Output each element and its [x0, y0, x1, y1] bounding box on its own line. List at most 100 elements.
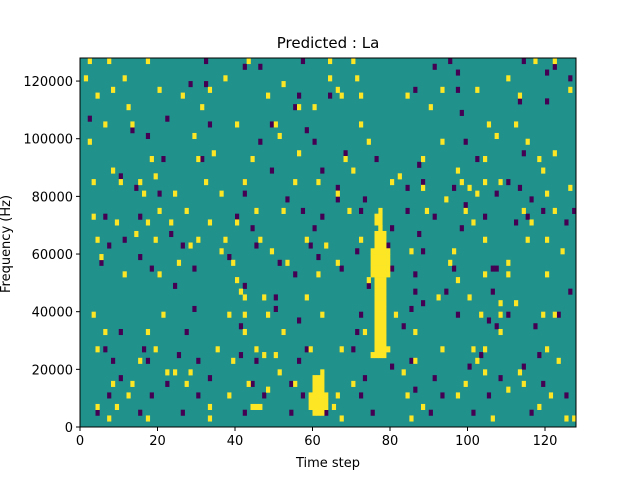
- heatmap-cell-high: [335, 190, 340, 197]
- x-tick-label: 20: [149, 434, 166, 449]
- heatmap-cell-high: [483, 369, 488, 376]
- heatmap-cell-low: [273, 305, 278, 312]
- heatmap-cell-high: [153, 346, 158, 353]
- heatmap-cell-high: [324, 242, 329, 249]
- heatmap-cell-high: [374, 311, 379, 318]
- heatmap-cell-high: [262, 294, 267, 301]
- heatmap-cell-high: [552, 58, 557, 65]
- heatmap-cell-low: [556, 311, 561, 318]
- heatmap-cell-high: [378, 340, 383, 347]
- heatmap-cell-high: [545, 346, 550, 353]
- heatmap-cell-high: [386, 254, 391, 261]
- heatmap-cell-high: [390, 179, 395, 186]
- heatmap-cell-high: [421, 184, 426, 191]
- heatmap-cell-high: [111, 380, 116, 387]
- heatmap-cell-low: [107, 392, 112, 399]
- heatmap-cell-high: [312, 375, 317, 382]
- heatmap-cell-high: [207, 403, 213, 411]
- heatmap-cell-high: [126, 104, 131, 111]
- heatmap-cell-low: [335, 184, 340, 191]
- heatmap-cell-high: [254, 207, 259, 214]
- heatmap-cell-high: [382, 328, 387, 336]
- heatmap-cell-high: [545, 236, 550, 243]
- heatmap-cell-high: [235, 277, 240, 284]
- heatmap-cell-low: [297, 317, 302, 324]
- heatmap-cell-high: [316, 271, 321, 278]
- heatmap-cell-high: [134, 230, 139, 238]
- heatmap-cell-high: [95, 236, 100, 243]
- heatmap-cell-low: [506, 179, 511, 186]
- heatmap-cell-low: [494, 265, 499, 272]
- heatmap-cell-low: [300, 58, 306, 65]
- heatmap-cell-high: [343, 156, 348, 163]
- heatmap-cell-high: [541, 311, 546, 318]
- heatmap-cell-low: [529, 196, 534, 203]
- heatmap-cell-high: [359, 121, 364, 128]
- heatmap-cell-high: [103, 121, 108, 128]
- heatmap-cell-high: [285, 259, 290, 266]
- heatmap-cell-high: [498, 300, 503, 307]
- heatmap-cell-high: [428, 104, 433, 111]
- heatmap-cell-low: [455, 311, 461, 318]
- heatmap-cell-high: [254, 346, 259, 353]
- heatmap-cell-low: [196, 357, 201, 364]
- heatmap-cell-low: [521, 58, 526, 65]
- heatmap-cell-low: [421, 179, 426, 186]
- heatmap-cell-low: [227, 254, 232, 261]
- heatmap-cell-high: [207, 86, 213, 93]
- heatmap-cell-high: [382, 271, 387, 278]
- heatmap-cell-low: [200, 156, 205, 163]
- heatmap-cell-high: [359, 92, 364, 99]
- heatmap-cell-high: [529, 219, 534, 226]
- heatmap-cell-high: [312, 392, 317, 399]
- heatmap-cell-low: [529, 409, 534, 416]
- heatmap-cell-high: [328, 58, 333, 65]
- heatmap-cell-high: [161, 311, 166, 318]
- x-tick-label: 80: [382, 434, 399, 449]
- heatmap-cell-high: [204, 179, 209, 186]
- heatmap-cell-low: [258, 138, 263, 145]
- heatmap-cell-high: [258, 403, 263, 411]
- heatmap-cell-high: [91, 213, 96, 220]
- heatmap-cell-high: [382, 305, 387, 312]
- heatmap-cell-high: [556, 357, 561, 364]
- heatmap-cell-high: [223, 75, 228, 82]
- heatmap-cell-low: [134, 184, 139, 191]
- heatmap-cell-high: [312, 398, 317, 405]
- heatmap-cell-high: [374, 305, 379, 312]
- heatmap-cell-high: [207, 415, 213, 422]
- heatmap-cell-high: [548, 392, 554, 399]
- x-axis-label: Time step: [295, 456, 360, 471]
- heatmap-cell-high: [506, 271, 511, 278]
- y-tick-label: 100000: [23, 133, 73, 148]
- heatmap-cell-high: [95, 346, 100, 353]
- heatmap-cell-high: [552, 207, 557, 214]
- heatmap-cell-high: [479, 311, 484, 318]
- heatmap-cell-high: [246, 380, 251, 387]
- heatmap-cell-high: [374, 213, 379, 220]
- heatmap-cell-high: [545, 271, 550, 278]
- heatmap-cell-high: [176, 259, 182, 266]
- heatmap-cell-high: [541, 167, 546, 174]
- heatmap-cell-low: [180, 242, 185, 249]
- heatmap-cell-low: [413, 86, 418, 93]
- heatmap-cell-high: [196, 236, 201, 243]
- heatmap-cell-high: [386, 271, 391, 278]
- heatmap-cell-low: [475, 156, 480, 163]
- heatmap-cell-low: [370, 409, 375, 416]
- heatmap-cell-low: [207, 375, 213, 382]
- heatmap-cell-low: [165, 115, 170, 122]
- heatmap-cell-high: [219, 190, 224, 197]
- heatmap-cell-high: [370, 352, 375, 359]
- heatmap-cell-low: [149, 392, 154, 399]
- heatmap-cell-high: [219, 248, 224, 255]
- heatmap-cell-high: [320, 311, 325, 318]
- heatmap-cell-high: [308, 346, 313, 353]
- heatmap-cell-high: [405, 392, 410, 399]
- heatmap-cell-low: [359, 207, 364, 214]
- heatmap-cell-low: [533, 323, 538, 330]
- heatmap-cell-high: [149, 156, 154, 163]
- heatmap-cell-high: [320, 409, 325, 416]
- heatmap-cell-high: [374, 254, 379, 261]
- heatmap-cell-low: [192, 265, 197, 272]
